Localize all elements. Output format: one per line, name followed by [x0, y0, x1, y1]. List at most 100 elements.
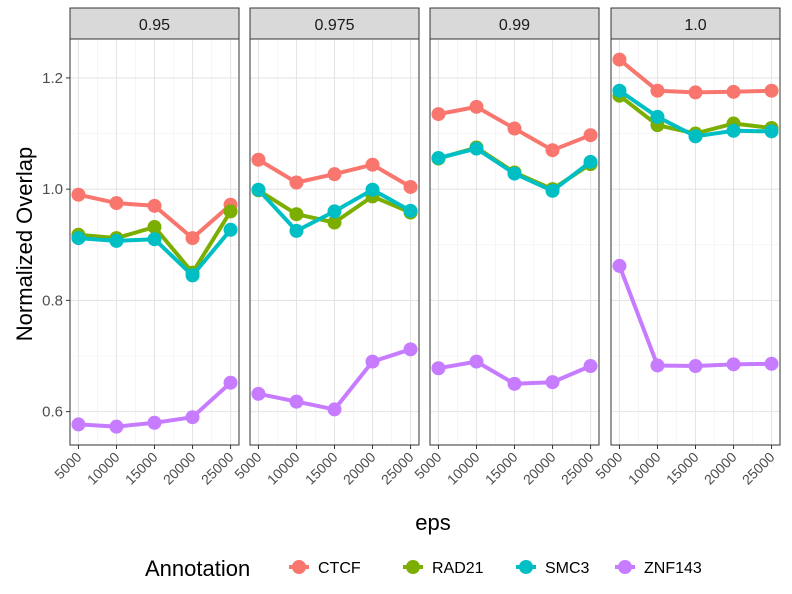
x-tick-label: 10000 — [264, 449, 303, 488]
data-point-znf143 — [289, 394, 304, 409]
data-point-ctcf — [583, 128, 598, 143]
data-point-rad21 — [147, 219, 162, 234]
data-point-znf143 — [327, 402, 342, 417]
legend-items: CTCF RAD21 SMC3 ZNF143 — [289, 560, 702, 577]
data-point-rad21 — [289, 207, 304, 222]
y-tick-label: 0.8 — [42, 292, 63, 309]
data-point-smc3 — [545, 183, 560, 198]
x-tick-label: 15000 — [663, 449, 702, 488]
data-point-znf143 — [147, 415, 162, 430]
facet-strip-label: 0.975 — [314, 17, 354, 34]
data-point-smc3 — [365, 182, 380, 197]
facet-panel-0-99: 0.99 — [429, 7, 600, 446]
legend-key-point — [292, 560, 306, 574]
x-tick-label: 20000 — [701, 449, 740, 488]
facet-panel-0-95: 0.95 — [69, 7, 240, 446]
data-point-ctcf — [688, 85, 703, 100]
x-tick-label: 15000 — [482, 449, 521, 488]
data-point-smc3 — [650, 109, 665, 124]
data-point-ctcf — [365, 157, 380, 172]
data-point-znf143 — [403, 342, 418, 357]
data-point-smc3 — [327, 204, 342, 219]
data-point-ctcf — [545, 143, 560, 158]
y-tick-label: 0.6 — [42, 404, 63, 421]
x-tick-label: 25000 — [558, 449, 597, 488]
legend: Annotation CTCF RAD21 SMC3 ZNF143 — [145, 556, 702, 581]
legend-title: Annotation — [145, 556, 250, 581]
data-point-znf143 — [469, 354, 484, 369]
data-point-rad21 — [223, 204, 238, 219]
data-point-smc3 — [403, 203, 418, 218]
data-point-smc3 — [583, 154, 598, 169]
legend-key-point — [406, 560, 420, 574]
data-point-ctcf — [109, 196, 124, 211]
data-point-smc3 — [71, 231, 86, 246]
facet-strip-label: 0.95 — [139, 17, 170, 34]
legend-label: RAD21 — [432, 560, 484, 577]
data-point-ctcf — [469, 99, 484, 114]
legend-label: ZNF143 — [644, 560, 702, 577]
data-point-znf143 — [583, 359, 598, 374]
x-tick-label: 20000 — [160, 449, 199, 488]
y-axis-ticks: 0.6 0.8 1.0 1.2 — [42, 70, 70, 421]
data-point-ctcf — [327, 167, 342, 182]
data-point-znf143 — [507, 376, 522, 391]
data-point-smc3 — [469, 141, 484, 156]
y-axis-title: Normalized Overlap — [12, 147, 37, 341]
y-tick-label: 1.2 — [42, 70, 63, 87]
legend-label: SMC3 — [545, 560, 590, 577]
data-point-ctcf — [650, 83, 665, 98]
facet-strip-label: 0.99 — [499, 17, 530, 34]
data-point-smc3 — [688, 129, 703, 144]
data-point-znf143 — [365, 354, 380, 369]
data-point-znf143 — [185, 410, 200, 425]
data-point-ctcf — [403, 179, 418, 194]
data-point-ctcf — [764, 83, 779, 98]
data-point-ctcf — [251, 152, 266, 167]
data-point-znf143 — [726, 357, 741, 372]
y-tick-label: 1.0 — [42, 181, 63, 198]
x-tick-label: 15000 — [122, 449, 161, 488]
data-point-znf143 — [545, 375, 560, 390]
data-point-ctcf — [726, 84, 741, 99]
data-point-znf143 — [109, 419, 124, 434]
data-point-smc3 — [507, 166, 522, 181]
data-point-znf143 — [71, 417, 86, 432]
x-tick-label: 5000 — [51, 449, 84, 482]
legend-item-smc3: SMC3 — [516, 560, 590, 577]
data-point-smc3 — [251, 182, 266, 197]
x-tick-label: 10000 — [84, 449, 123, 488]
data-point-ctcf — [289, 175, 304, 190]
data-point-ctcf — [431, 107, 446, 122]
data-point-smc3 — [612, 83, 627, 98]
data-point-znf143 — [650, 358, 665, 373]
facet-strip — [249, 7, 420, 40]
x-tick-label: 20000 — [520, 449, 559, 488]
facet-strip-label: 1.0 — [684, 17, 706, 34]
x-tick-label: 15000 — [302, 449, 341, 488]
data-point-smc3 — [185, 268, 200, 283]
data-point-znf143 — [764, 356, 779, 371]
legend-label: CTCF — [318, 560, 361, 577]
x-tick-label: 5000 — [411, 449, 444, 482]
data-point-znf143 — [431, 361, 446, 376]
x-tick-label: 5000 — [231, 449, 264, 482]
data-point-ctcf — [612, 52, 627, 67]
x-tick-label: 25000 — [739, 449, 778, 488]
y-axis-title-group: Normalized Overlap — [12, 147, 37, 341]
facet-panels: 0.95 0.975 0.99 1.0 — [69, 7, 781, 446]
facet-panel-1-0: 1.0 — [610, 7, 781, 446]
data-point-znf143 — [223, 375, 238, 390]
legend-key-point — [618, 560, 632, 574]
data-point-smc3 — [223, 222, 238, 237]
data-point-rad21 — [327, 215, 342, 230]
facet-strip — [69, 7, 240, 40]
legend-key-point — [519, 560, 533, 574]
data-point-znf143 — [251, 386, 266, 401]
x-tick-label: 10000 — [444, 449, 483, 488]
data-point-znf143 — [688, 359, 703, 374]
x-tick-label: 25000 — [198, 449, 237, 488]
x-tick-label: 5000 — [592, 449, 625, 482]
